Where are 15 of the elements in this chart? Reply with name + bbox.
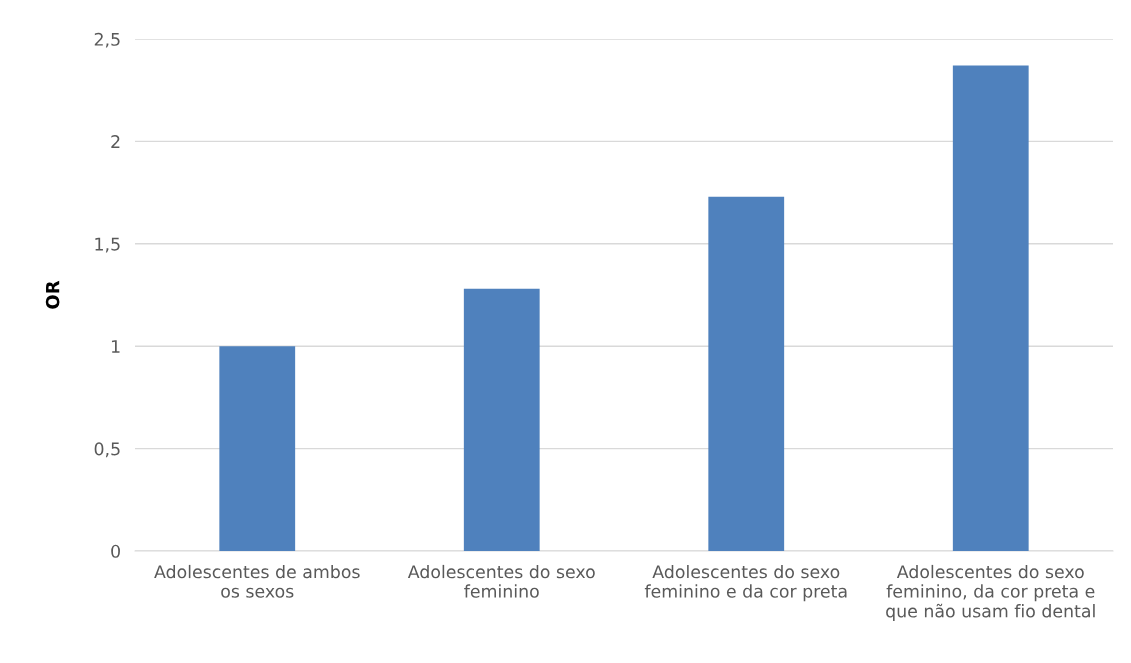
x-tick-label: Adolescentes do sexo feminino — [407, 564, 595, 598]
bar — [463, 288, 540, 551]
x-tick-label: Adolescentes do sexo feminino, da cor preta e que não usam fio dental — [886, 564, 1095, 621]
x-tick-label: Adolescentes de ambos os sexos — [154, 564, 360, 598]
bar — [708, 196, 785, 551]
y-tick-label: 1 — [111, 340, 120, 353]
bar — [219, 346, 296, 551]
y-axis-title: OR — [45, 280, 60, 309]
bar — [952, 65, 1029, 551]
y-tick-label: 0 — [111, 544, 120, 558]
y-tick-label: 0,5 — [94, 442, 120, 458]
x-tick-label: Adolescentes do sexo feminino e da cor preta — [644, 564, 847, 602]
y-tick-label: 2,5 — [94, 32, 120, 48]
y-tick-label: 1,5 — [95, 237, 120, 253]
y-tick-label: 2 — [111, 135, 120, 148]
